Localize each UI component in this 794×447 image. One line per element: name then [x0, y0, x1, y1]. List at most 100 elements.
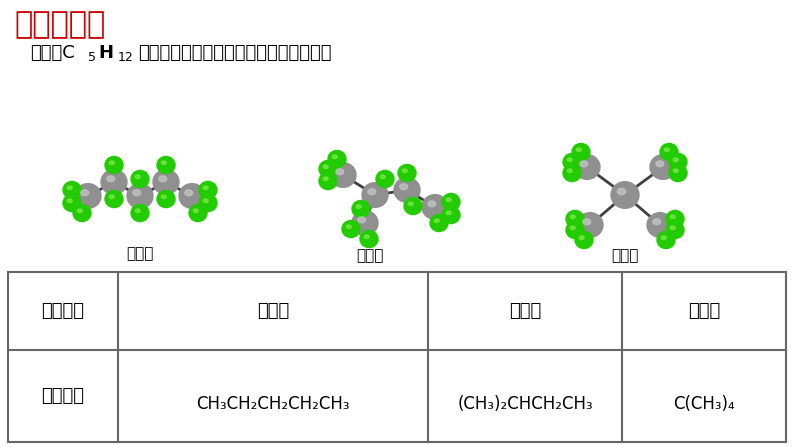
Ellipse shape	[394, 177, 420, 202]
Ellipse shape	[650, 155, 676, 179]
Bar	[8, 272, 786, 442]
Ellipse shape	[566, 221, 584, 239]
Ellipse shape	[319, 160, 337, 177]
Ellipse shape	[660, 143, 678, 160]
Ellipse shape	[661, 236, 666, 240]
Ellipse shape	[442, 207, 460, 224]
Ellipse shape	[403, 169, 407, 173]
Ellipse shape	[352, 211, 378, 236]
Text: 5: 5	[88, 51, 96, 64]
Ellipse shape	[332, 155, 337, 159]
Ellipse shape	[193, 209, 198, 213]
Ellipse shape	[577, 213, 603, 237]
Ellipse shape	[665, 148, 669, 152]
Ellipse shape	[567, 169, 572, 173]
Ellipse shape	[157, 156, 175, 173]
Ellipse shape	[657, 232, 675, 249]
Text: H: H	[98, 44, 113, 62]
Ellipse shape	[203, 186, 208, 190]
Ellipse shape	[352, 200, 370, 218]
Ellipse shape	[580, 161, 588, 167]
Ellipse shape	[161, 195, 166, 198]
Ellipse shape	[346, 225, 351, 228]
Ellipse shape	[161, 161, 166, 164]
Ellipse shape	[400, 184, 407, 190]
Text: 正戊烷: 正戊烷	[126, 246, 154, 261]
Ellipse shape	[107, 176, 114, 181]
Ellipse shape	[358, 217, 366, 223]
Ellipse shape	[199, 194, 217, 211]
Ellipse shape	[580, 236, 584, 240]
Ellipse shape	[566, 211, 584, 228]
Ellipse shape	[105, 190, 123, 207]
Text: 思考与讨论: 思考与讨论	[14, 10, 106, 39]
Ellipse shape	[135, 209, 141, 213]
Ellipse shape	[342, 220, 360, 237]
Ellipse shape	[669, 153, 687, 171]
Ellipse shape	[131, 170, 149, 188]
Text: ）的三种同分异构体的结构，如下所示：: ）的三种同分异构体的结构，如下所示：	[137, 44, 331, 62]
Ellipse shape	[673, 158, 678, 161]
Ellipse shape	[189, 204, 207, 222]
Ellipse shape	[567, 158, 572, 161]
Ellipse shape	[669, 164, 687, 181]
Ellipse shape	[360, 231, 378, 248]
Ellipse shape	[159, 176, 167, 181]
Ellipse shape	[133, 190, 141, 196]
Ellipse shape	[563, 164, 581, 181]
Ellipse shape	[368, 189, 376, 195]
Ellipse shape	[428, 201, 436, 207]
Ellipse shape	[75, 184, 101, 208]
Text: 新戊烷: 新戊烷	[611, 248, 638, 263]
Ellipse shape	[670, 226, 675, 230]
Ellipse shape	[110, 161, 114, 164]
Ellipse shape	[362, 183, 388, 207]
Text: (CH₃)₂CHCH₂CH₃: (CH₃)₂CHCH₂CH₃	[457, 395, 593, 413]
Ellipse shape	[653, 219, 661, 225]
Ellipse shape	[563, 153, 581, 171]
Ellipse shape	[583, 219, 591, 225]
Text: 结构简式: 结构简式	[41, 387, 84, 405]
Ellipse shape	[319, 173, 337, 190]
Ellipse shape	[153, 170, 179, 194]
Ellipse shape	[446, 198, 451, 202]
Ellipse shape	[575, 232, 593, 249]
Ellipse shape	[422, 194, 448, 219]
Ellipse shape	[666, 211, 684, 228]
Ellipse shape	[67, 199, 72, 202]
Ellipse shape	[135, 175, 141, 178]
Text: 正戊烷: 正戊烷	[257, 302, 289, 320]
Ellipse shape	[404, 198, 422, 215]
Text: CH₃CH₂CH₂CH₂CH₃: CH₃CH₂CH₂CH₂CH₃	[196, 395, 349, 413]
Ellipse shape	[570, 226, 575, 230]
Ellipse shape	[157, 190, 175, 207]
Ellipse shape	[73, 204, 91, 222]
Ellipse shape	[446, 211, 451, 215]
Ellipse shape	[77, 209, 83, 213]
Ellipse shape	[574, 155, 600, 179]
Ellipse shape	[408, 202, 413, 206]
Ellipse shape	[570, 215, 575, 219]
Ellipse shape	[398, 164, 416, 181]
Ellipse shape	[105, 156, 123, 173]
Ellipse shape	[670, 215, 675, 219]
Ellipse shape	[647, 213, 673, 237]
Text: 12: 12	[118, 51, 133, 64]
Ellipse shape	[67, 186, 72, 190]
Ellipse shape	[434, 219, 439, 223]
Ellipse shape	[199, 181, 217, 198]
Ellipse shape	[611, 181, 639, 208]
Ellipse shape	[323, 177, 328, 181]
Text: 新戊烷: 新戊烷	[688, 302, 720, 320]
Ellipse shape	[328, 151, 346, 168]
Text: C(CH₃)₄: C(CH₃)₄	[673, 395, 734, 413]
Ellipse shape	[81, 190, 89, 196]
Text: 异戊烷: 异戊烷	[357, 248, 384, 263]
Ellipse shape	[357, 205, 361, 209]
Ellipse shape	[63, 181, 81, 198]
Ellipse shape	[673, 169, 678, 173]
Ellipse shape	[666, 221, 684, 239]
Ellipse shape	[63, 194, 81, 211]
Ellipse shape	[110, 195, 114, 198]
Ellipse shape	[656, 161, 664, 167]
